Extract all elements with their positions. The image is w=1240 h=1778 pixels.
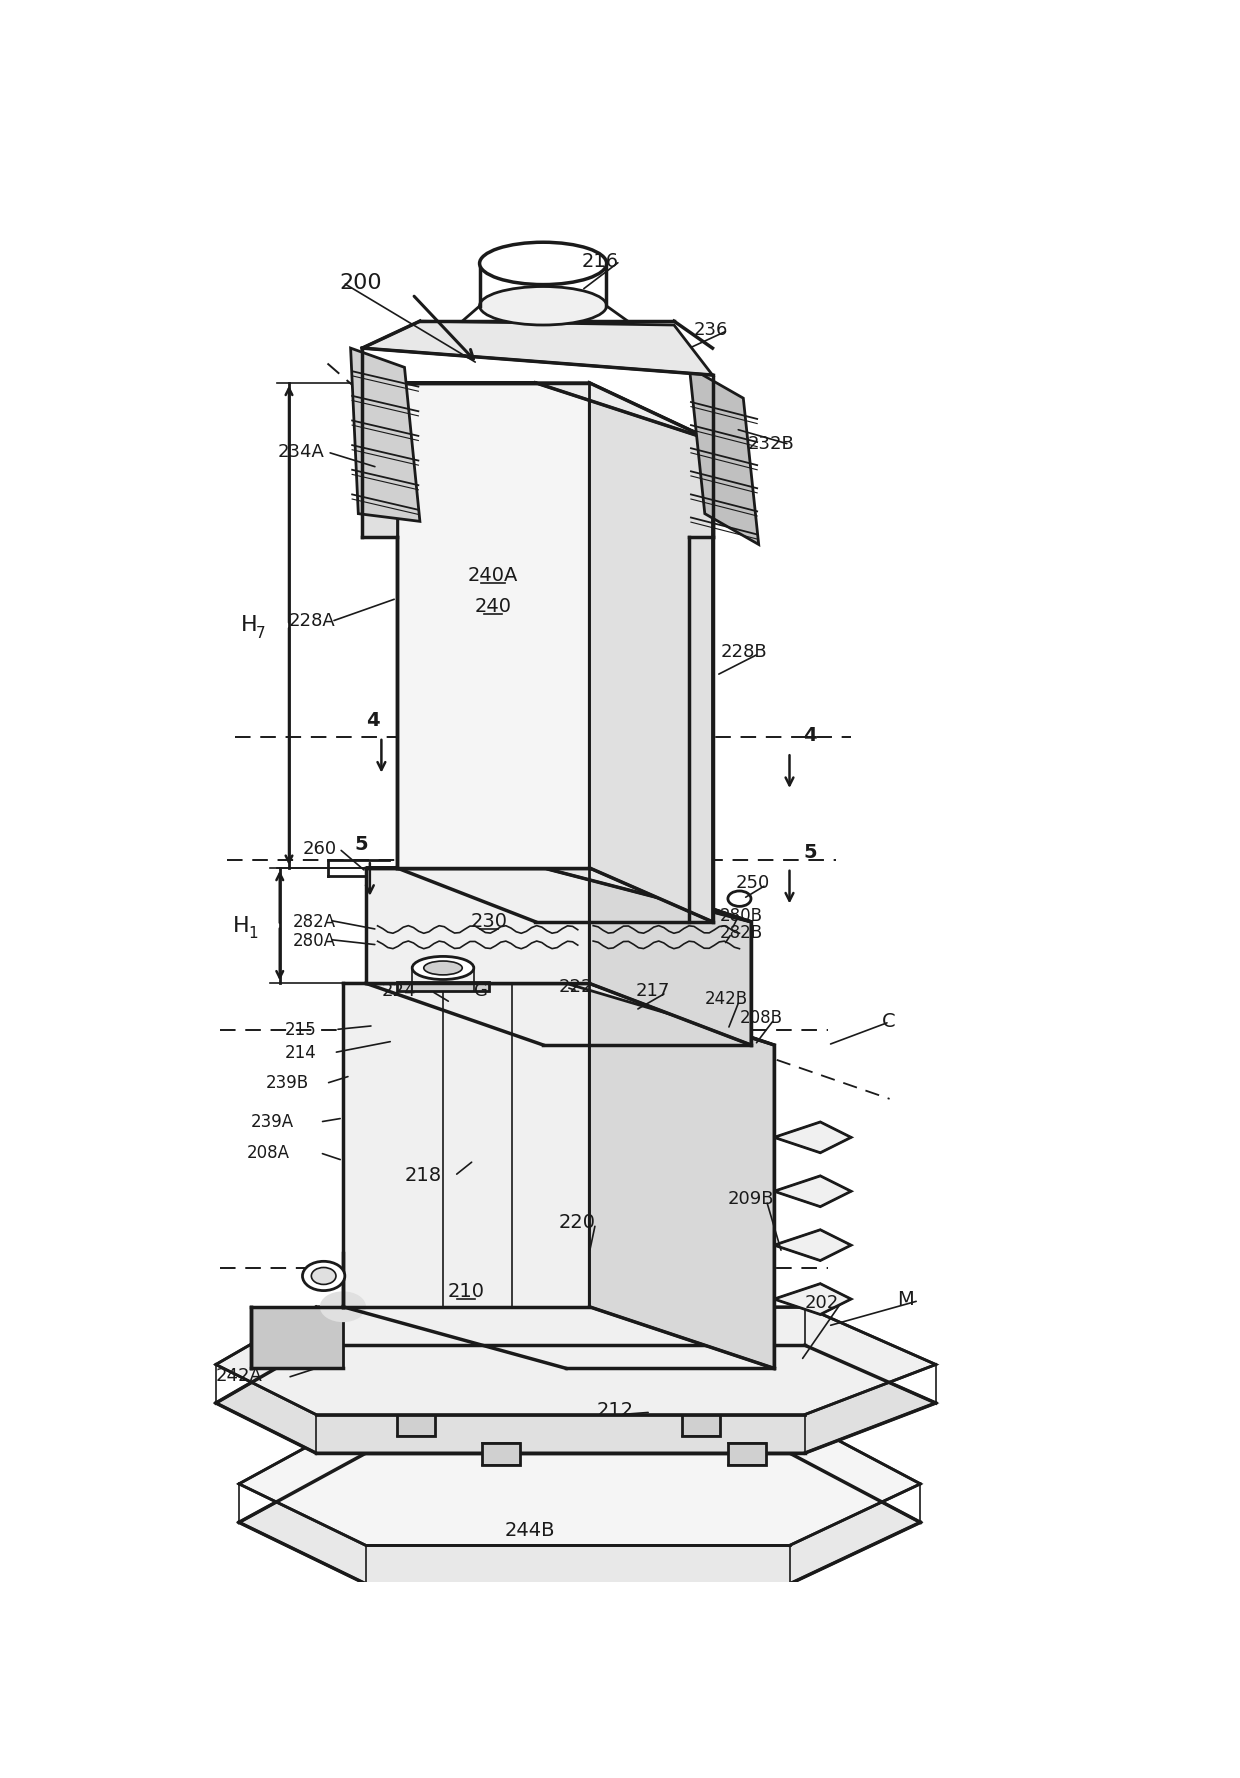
Text: 250: 250 <box>735 875 770 893</box>
Ellipse shape <box>480 242 606 284</box>
Text: 280B: 280B <box>720 907 763 925</box>
Polygon shape <box>774 1175 851 1207</box>
Text: 208B: 208B <box>739 1008 782 1028</box>
Text: 5: 5 <box>355 836 368 853</box>
Polygon shape <box>728 1444 766 1465</box>
Ellipse shape <box>303 1261 345 1291</box>
Text: 282B: 282B <box>720 925 764 942</box>
Polygon shape <box>366 868 751 921</box>
Polygon shape <box>689 368 759 544</box>
Text: 217: 217 <box>635 981 670 999</box>
Ellipse shape <box>412 957 474 980</box>
Text: 240: 240 <box>475 597 512 615</box>
Text: 215: 215 <box>285 1021 317 1038</box>
Ellipse shape <box>424 962 463 974</box>
Polygon shape <box>774 1284 851 1314</box>
Text: 228B: 228B <box>720 644 766 661</box>
Text: 4: 4 <box>804 725 817 745</box>
Text: 242B: 242B <box>704 990 748 1008</box>
Polygon shape <box>239 1453 920 1584</box>
Text: 282A: 282A <box>293 912 336 930</box>
Ellipse shape <box>728 891 751 907</box>
Polygon shape <box>481 1444 520 1465</box>
Polygon shape <box>216 1346 936 1453</box>
Text: 240A: 240A <box>467 565 518 585</box>
Polygon shape <box>239 1415 920 1545</box>
Polygon shape <box>589 382 713 921</box>
Text: 244B: 244B <box>505 1520 556 1540</box>
Text: 210: 210 <box>448 1282 485 1301</box>
Polygon shape <box>362 368 397 537</box>
Text: 236: 236 <box>693 322 728 340</box>
Text: 212: 212 <box>596 1401 634 1421</box>
Polygon shape <box>250 1307 343 1369</box>
Polygon shape <box>351 348 420 521</box>
Polygon shape <box>343 983 774 1045</box>
Text: 260: 260 <box>303 839 337 857</box>
Text: 202: 202 <box>805 1294 839 1312</box>
Text: 216: 216 <box>582 252 619 270</box>
Polygon shape <box>397 1415 435 1437</box>
Polygon shape <box>589 983 774 1369</box>
Text: G: G <box>474 981 487 999</box>
Text: H: H <box>241 615 257 635</box>
Text: H: H <box>233 916 249 935</box>
Text: M: M <box>898 1289 914 1309</box>
Polygon shape <box>397 382 713 441</box>
Text: 239A: 239A <box>250 1113 294 1131</box>
Text: 200: 200 <box>339 272 382 293</box>
Polygon shape <box>343 983 589 1307</box>
Polygon shape <box>397 382 589 868</box>
Ellipse shape <box>311 1268 336 1284</box>
Polygon shape <box>362 322 713 375</box>
Ellipse shape <box>320 1291 366 1323</box>
Polygon shape <box>774 1230 851 1261</box>
Text: 239B: 239B <box>265 1074 309 1092</box>
Text: 4: 4 <box>366 711 379 729</box>
Text: 7: 7 <box>255 626 265 640</box>
Polygon shape <box>589 868 751 1045</box>
Text: 228A: 228A <box>289 612 336 631</box>
Polygon shape <box>216 1307 936 1415</box>
Text: 232B: 232B <box>748 436 794 453</box>
Text: 242A: 242A <box>216 1367 263 1385</box>
Polygon shape <box>397 981 490 990</box>
Polygon shape <box>774 1122 851 1152</box>
Polygon shape <box>366 868 589 983</box>
Text: 1: 1 <box>248 926 258 941</box>
Text: C: C <box>882 1012 895 1031</box>
Polygon shape <box>682 1415 720 1437</box>
Text: 208A: 208A <box>247 1143 290 1161</box>
Text: 234A: 234A <box>278 443 325 461</box>
Text: 214: 214 <box>285 1044 317 1061</box>
Text: 230: 230 <box>471 912 507 932</box>
Text: 280A: 280A <box>293 932 336 949</box>
Text: 218: 218 <box>404 1166 441 1186</box>
Text: 224: 224 <box>382 981 415 999</box>
Text: 220: 220 <box>558 1213 595 1232</box>
Ellipse shape <box>480 286 606 325</box>
Text: 222: 222 <box>558 978 593 996</box>
Text: 5: 5 <box>804 843 817 862</box>
Text: 209B: 209B <box>728 1189 775 1207</box>
